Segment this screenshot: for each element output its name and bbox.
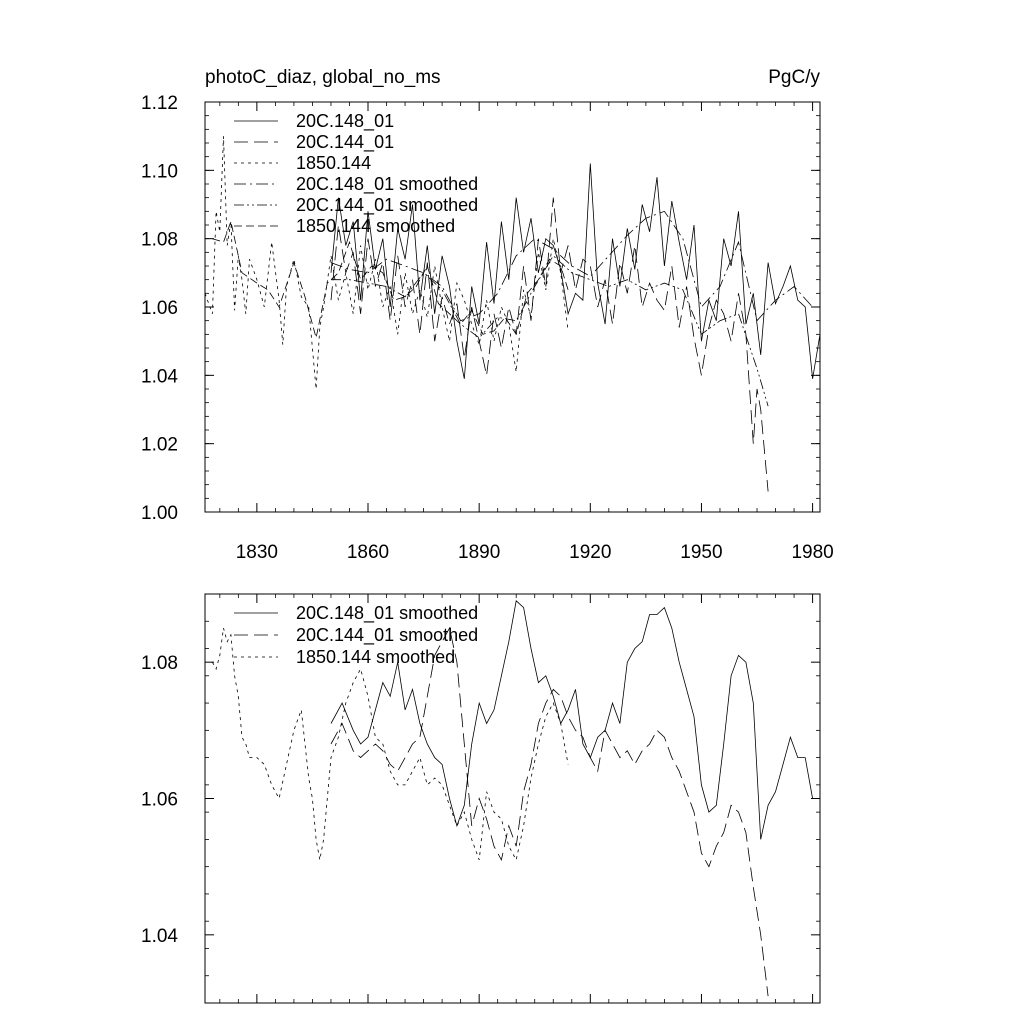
top-panel: 1830 1860 1890 1920 1950 1980 1.00 1.02 1.04 1.06… bbox=[141, 67, 834, 563]
series-line-1850-144 bbox=[205, 136, 569, 390]
x-tick-label: 1860 bbox=[347, 542, 389, 563]
y-tick-label: 1.08 bbox=[141, 230, 178, 251]
series-line-20c-144-01-smoothed bbox=[330, 626, 769, 997]
legend-label: 1850.144 smoothed bbox=[296, 647, 455, 667]
x-tick-label: 1830 bbox=[236, 542, 278, 563]
x-tick-label: 1950 bbox=[680, 542, 722, 563]
series-line-20c-144-01-smoothed bbox=[331, 255, 769, 407]
x-tick-label: 1920 bbox=[569, 542, 611, 563]
legend-label: 1850.144 bbox=[296, 153, 371, 173]
legend-label: 20C.144_01 smoothed bbox=[296, 195, 478, 216]
chart-units: PgC/y bbox=[768, 67, 820, 88]
series-line-20c-144-01 bbox=[330, 197, 769, 492]
y-tick-label: 1.06 bbox=[141, 298, 178, 319]
x-tick-label: 1890 bbox=[458, 542, 500, 563]
y-tick-label: 1.10 bbox=[141, 161, 178, 182]
y-tick-label: 1.04 bbox=[141, 926, 178, 947]
y-tick-label: 1.02 bbox=[141, 435, 178, 456]
bottom-panel: 1.04 1.06 1.08 20C.148_01 smoothed20C.144_0… bbox=[141, 593, 821, 1004]
legend-label: 20C.144_01 smoothed bbox=[296, 625, 478, 646]
x-tick-label: 1980 bbox=[791, 542, 833, 563]
y-tick-label: 1.06 bbox=[141, 790, 178, 811]
legend-label: 20C.144_01 bbox=[296, 132, 394, 153]
legend-label: 20C.148_01 smoothed bbox=[296, 174, 478, 195]
legend-label: 1850.144 smoothed bbox=[296, 216, 455, 236]
y-tick-label: 1.12 bbox=[141, 93, 178, 114]
chart-title: photoC_diaz, global_no_ms bbox=[205, 67, 441, 88]
series-line-1850-144-smoothed bbox=[212, 627, 569, 862]
y-tick-label: 1.04 bbox=[141, 366, 178, 387]
series-line-20c-148-01-smoothed bbox=[330, 600, 813, 840]
legend-label: 20C.148_01 smoothed bbox=[296, 603, 478, 624]
y-tick-label: 1.08 bbox=[141, 653, 178, 674]
series-line-1850-144-smoothed bbox=[212, 220, 569, 338]
legend-label: 20C.148_01 bbox=[296, 111, 394, 132]
series-line-20c-148-01 bbox=[330, 163, 820, 379]
y-tick-label: 1.00 bbox=[141, 503, 178, 524]
